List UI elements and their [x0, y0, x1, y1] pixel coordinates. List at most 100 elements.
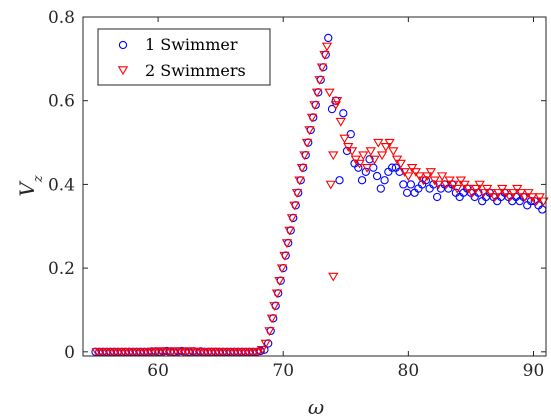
data-point	[508, 189, 519, 198]
y-axis-label-subscript: z	[31, 175, 46, 183]
data-point	[388, 147, 399, 157]
data-point	[279, 251, 290, 261]
data-point	[311, 88, 323, 98]
x-tick-label: 70	[272, 361, 294, 381]
data-point	[421, 172, 433, 182]
data-point	[485, 189, 497, 198]
data-point	[343, 143, 354, 152]
data-point	[406, 180, 416, 189]
data-point	[271, 289, 283, 299]
data-point	[515, 189, 527, 198]
data-point	[380, 176, 389, 185]
data-point	[406, 163, 418, 173]
data-point	[324, 33, 333, 43]
data-point	[376, 151, 388, 161]
legend-label: 1 Swimmer	[145, 35, 238, 54]
data-point	[530, 197, 542, 207]
data-point	[299, 151, 310, 161]
axes-box	[82, 16, 547, 357]
plot-area	[91, 33, 549, 357]
data-point	[493, 189, 504, 198]
data-point	[316, 63, 328, 73]
data-point	[482, 184, 493, 194]
data-point	[331, 97, 343, 106]
data-point	[380, 143, 391, 152]
data-point	[256, 346, 268, 355]
legend-label: 2 Swimmers	[145, 61, 246, 80]
legend-box	[97, 28, 271, 86]
data-point	[384, 138, 395, 148]
data-point	[519, 193, 530, 203]
x-tick-label: 60	[147, 361, 169, 381]
data-point	[504, 193, 515, 203]
data-point	[281, 239, 293, 249]
data-point	[324, 88, 335, 98]
data-point	[451, 184, 463, 194]
data-point	[512, 184, 523, 194]
data-point	[274, 276, 285, 286]
data-point	[266, 314, 278, 324]
y-tick-label: 0	[64, 343, 75, 363]
data-point	[260, 339, 271, 349]
data-point	[361, 163, 373, 173]
data-point	[350, 155, 361, 165]
data-point	[500, 189, 512, 198]
data-point	[418, 176, 429, 186]
data-point	[304, 126, 315, 136]
x-tick-label: 90	[523, 361, 545, 381]
axes: 60 70 80 90 0 0.2 0.4 0.6 0.8	[48, 8, 547, 381]
data-point	[369, 155, 380, 165]
series-2	[91, 42, 549, 357]
data-point	[534, 193, 545, 203]
data-point	[339, 134, 350, 144]
data-point	[436, 172, 448, 182]
data-point	[410, 168, 422, 177]
data-point	[414, 172, 425, 182]
data-point	[314, 76, 325, 85]
x-axis-label: ω	[308, 395, 324, 418]
data-point	[489, 193, 500, 203]
data-point	[328, 272, 339, 282]
data-point	[358, 151, 369, 161]
data-point	[276, 264, 288, 274]
data-point	[319, 50, 330, 60]
data-point	[478, 189, 489, 198]
data-point	[301, 138, 313, 148]
x-tick-label: 80	[398, 361, 420, 381]
data-point	[448, 180, 459, 190]
y-tick-label: 0.2	[48, 259, 75, 279]
data-point	[286, 214, 298, 223]
data-point	[346, 130, 355, 139]
data-point	[372, 171, 382, 181]
data-point	[330, 101, 341, 110]
data-point	[527, 193, 538, 203]
legend: 1 Swimmer 2 Swimmers	[97, 28, 271, 86]
data-point	[289, 201, 300, 211]
data-point	[325, 180, 336, 190]
y-tick-label: 0.6	[48, 92, 75, 112]
data-point	[296, 163, 308, 173]
data-point	[354, 163, 363, 172]
data-point	[335, 176, 344, 185]
legend-marker	[118, 40, 128, 50]
y-tick-label: 0.8	[48, 8, 75, 28]
data-point	[309, 101, 320, 110]
data-point	[294, 176, 305, 186]
data-point	[470, 184, 482, 194]
data-point	[373, 138, 384, 148]
data-point	[429, 176, 440, 186]
data-point	[335, 117, 346, 127]
data-point	[328, 151, 339, 161]
y-tick-label: 0.4	[48, 175, 75, 195]
data-point	[403, 172, 414, 182]
data-point	[346, 147, 358, 157]
data-point	[432, 192, 442, 202]
data-point	[455, 176, 467, 186]
data-point	[497, 184, 508, 194]
data-point	[474, 180, 485, 190]
data-point	[365, 147, 376, 157]
data-point	[357, 176, 367, 185]
data-point	[269, 302, 280, 311]
data-point	[467, 189, 478, 198]
